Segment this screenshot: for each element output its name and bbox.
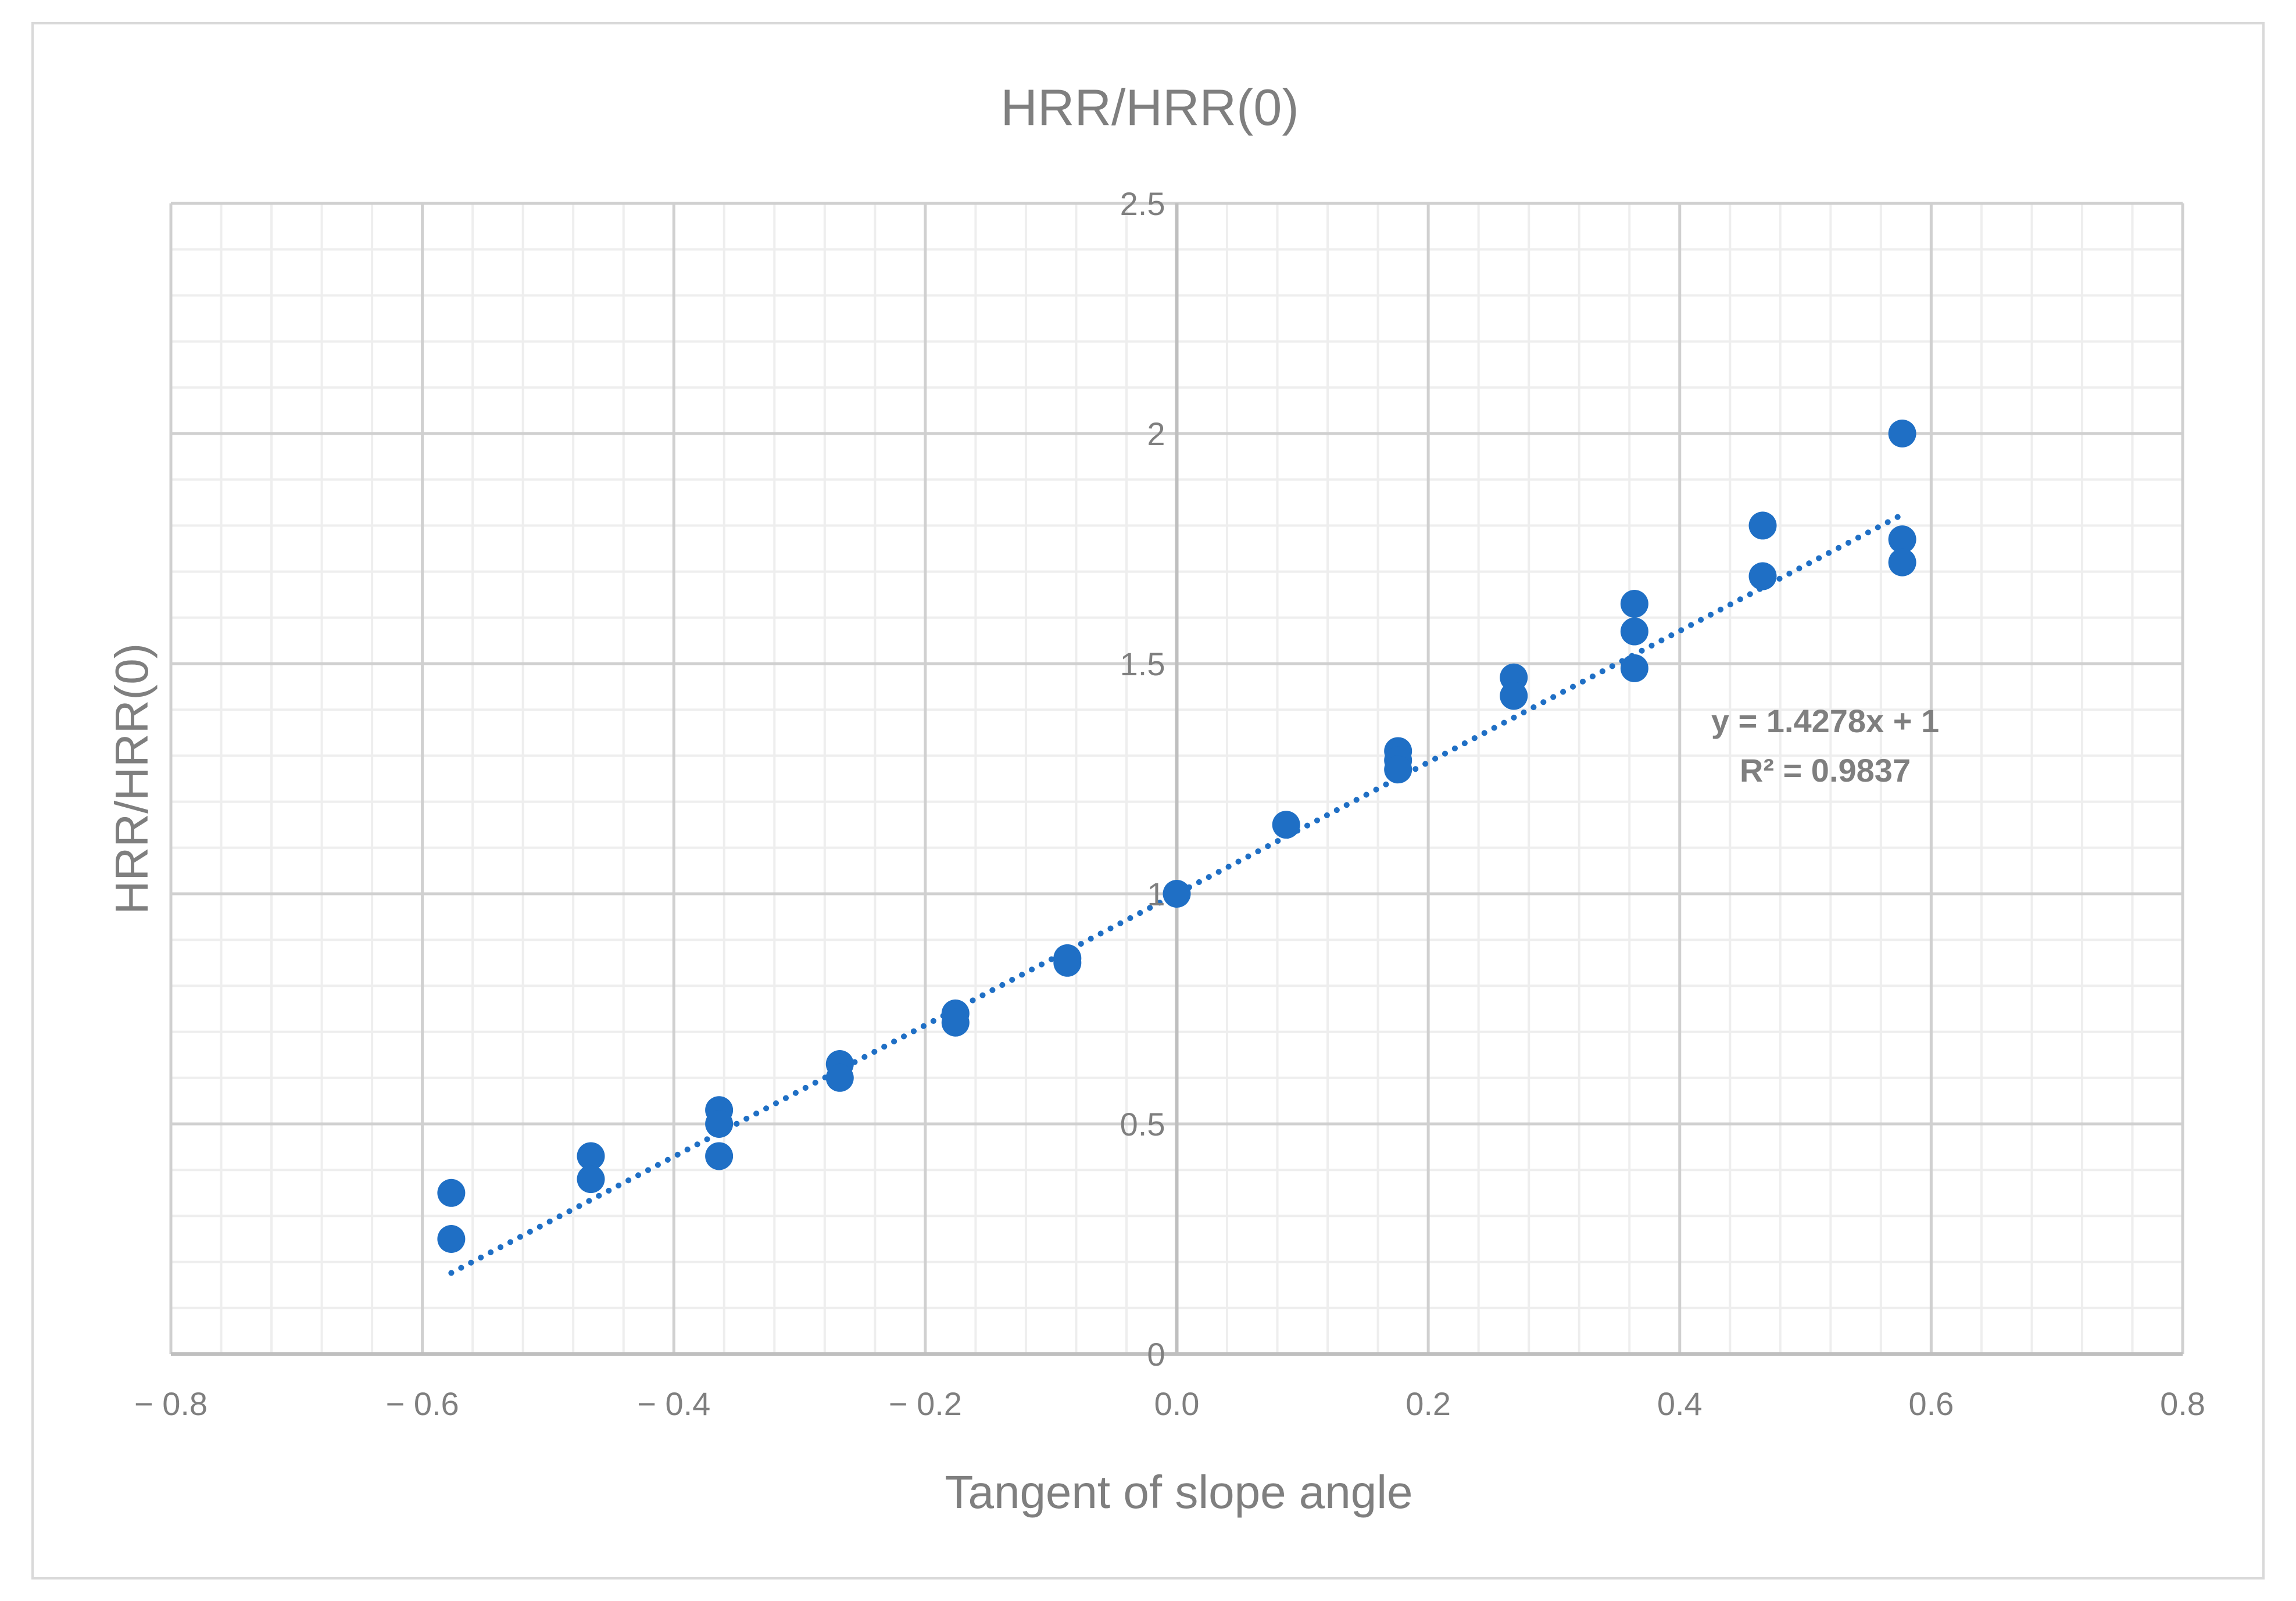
data-point: [437, 1225, 466, 1253]
data-point: [1620, 654, 1648, 682]
trendline-equation: y = 1.4278x + 1: [1711, 703, 1939, 739]
x-tick-label: − 0.2: [889, 1385, 962, 1422]
y-tick-label: 1: [1147, 876, 1165, 912]
x-tick-label: 0.0: [1154, 1385, 1200, 1422]
data-point: [1272, 811, 1300, 839]
data-point: [1888, 548, 1916, 576]
data-point: [1748, 562, 1777, 590]
data-point: [825, 1063, 854, 1092]
data-point: [1500, 682, 1528, 710]
data-point: [1384, 755, 1412, 784]
x-axis-title: Tangent of slope angle: [945, 1466, 1412, 1518]
data-point: [705, 1110, 734, 1138]
y-tick-label: 2: [1147, 416, 1165, 452]
x-tick-labels: − 0.8 − 0.6 − 0.4 − 0.2 0.0 0.2 0.4 0.6 0.8: [134, 1385, 2205, 1422]
x-tick-label: 0.8: [2160, 1385, 2205, 1422]
data-point: [437, 1179, 466, 1207]
data-point: [1620, 590, 1648, 618]
data-point: [705, 1142, 734, 1170]
x-tick-label: − 0.8: [134, 1385, 208, 1422]
trendline: [448, 511, 1905, 1276]
data-point: [1620, 617, 1648, 646]
data-point: [1748, 511, 1777, 540]
x-tick-label: 0.4: [1657, 1385, 1703, 1422]
data-point: [1888, 420, 1916, 447]
trendline-r-squared: R² = 0.9837: [1740, 752, 1911, 789]
y-tick-label: 0: [1147, 1336, 1165, 1373]
y-tick-label: 2.5: [1120, 185, 1165, 222]
data-point: [577, 1165, 605, 1194]
data-point: [577, 1142, 605, 1170]
y-axis-title: HRR/HRR(0): [106, 643, 158, 915]
chart-title: HRR/HRR(0): [1000, 78, 1299, 136]
y-tick-label: 1.5: [1120, 646, 1165, 682]
x-tick-label: − 0.6: [386, 1385, 459, 1422]
x-tick-label: 0.6: [1908, 1385, 1954, 1422]
data-point: [1888, 525, 1916, 554]
data-point: [1163, 880, 1191, 908]
data-points: [437, 420, 1916, 1253]
data-point: [1053, 948, 1082, 977]
data-point: [941, 1008, 970, 1037]
y-tick-label: 0.5: [1120, 1106, 1165, 1142]
axes: [171, 203, 2183, 1356]
x-tick-label: − 0.4: [637, 1385, 710, 1422]
x-tick-label: 0.2: [1406, 1385, 1451, 1422]
trendline-group: [448, 511, 1905, 1276]
y-tick-labels: 0 0.5 1 1.5 2 2.5: [1120, 185, 1165, 1373]
